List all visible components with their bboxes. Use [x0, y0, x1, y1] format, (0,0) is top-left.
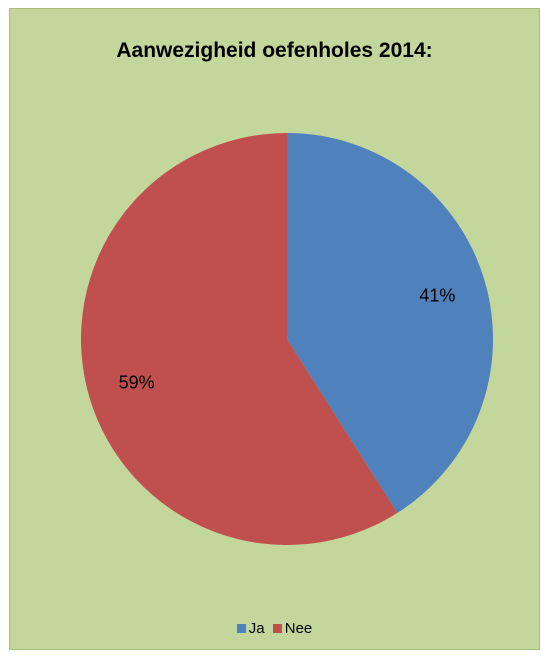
chart-title: Aanwezigheid oefenholes 2014: — [116, 39, 433, 62]
legend-label-nee: Nee — [284, 620, 313, 637]
legend-label-ja: Ja — [248, 620, 265, 637]
pie-slice-ja — [287, 133, 493, 513]
data-label-ja: 41% — [419, 285, 455, 305]
legend: Ja Nee — [10, 620, 539, 637]
legend-item-ja: Ja — [236, 620, 265, 637]
pie-chart: 41% 59% — [80, 133, 493, 545]
legend-swatch-nee — [272, 624, 282, 633]
legend-swatch-ja — [236, 624, 246, 633]
data-label-nee: 59% — [119, 373, 155, 393]
chart-area: Aanwezigheid oefenholes 2014: 41% 59% Ja … — [9, 8, 540, 650]
pie-slice-nee — [80, 133, 398, 545]
legend-item-nee: Nee — [272, 620, 313, 637]
